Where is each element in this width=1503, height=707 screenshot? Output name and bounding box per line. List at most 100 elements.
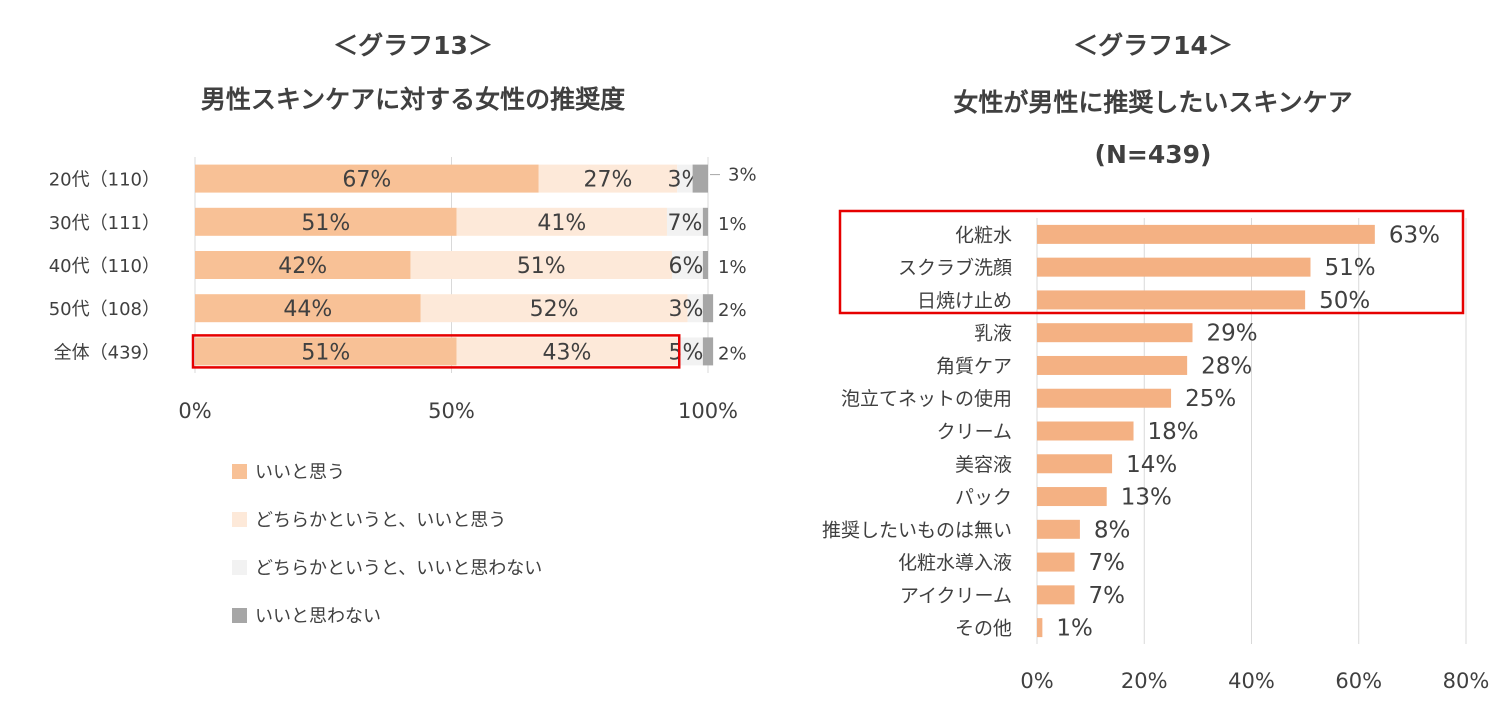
legend-label-agree: いいと思う (255, 462, 345, 483)
chart-14-x-tick-label: 80% (1443, 669, 1490, 693)
chart-13-bar-segment (456, 337, 678, 366)
chart-14-title-tag: ＜グラフ14＞ (1073, 31, 1233, 60)
chart-14-data-label: 8% (1094, 517, 1131, 543)
chart-13-title-tag: ＜グラフ13＞ (333, 31, 493, 60)
chart-14-data-label: 50% (1319, 288, 1370, 314)
chart-14-data-label: 51% (1324, 255, 1375, 281)
chart-14-data-label: 7% (1089, 550, 1126, 576)
chart-14-category-label: クリーム (937, 421, 1012, 443)
chart-13-bar-segment (692, 164, 708, 193)
chart-14-category-label: スクラブ洗顔 (898, 256, 1012, 279)
chart-13-bar-segment (195, 337, 457, 366)
legend-label-somewhat-agree: どちらかというと、いいと思う (255, 510, 507, 531)
chart-13-data-label: 51% (301, 340, 350, 365)
chart-14-category-label: パック (955, 487, 1012, 509)
chart-13-bar-segment (702, 294, 714, 323)
legend-swatch-agree (232, 463, 247, 479)
chart-13-bar-segment (195, 251, 411, 279)
chart-14-x-tick-label: 20% (1121, 669, 1168, 693)
chart-14-category-label: 化粧水導入液 (898, 552, 1012, 574)
chart-14-category-label: 角質ケア (936, 355, 1012, 377)
chart-14-category-label: 推奨したいものは無い (822, 519, 1012, 541)
chart-14-bar (1037, 355, 1188, 375)
chart-14-data-label: 29% (1207, 321, 1258, 347)
chart-13-data-label: 3% (728, 165, 757, 186)
chart-13-data-label: 2% (718, 300, 747, 321)
chart-14-category-label: 乳液 (974, 323, 1012, 345)
chart-13-category-label: 50代（108） (49, 299, 160, 320)
chart-13-x-tick-label: 100% (678, 399, 738, 423)
chart-14-bar (1037, 454, 1113, 474)
chart-14-category-label: 日焼け止め (917, 290, 1012, 312)
chart-14-bar (1037, 257, 1311, 277)
chart-13-bar-segment (538, 164, 678, 193)
chart-13-data-label: 43% (542, 340, 591, 365)
chart-14-bar (1037, 290, 1306, 310)
chart-14-bar (1037, 487, 1107, 507)
chart-14-bar (1037, 618, 1043, 638)
chart-13-bar-segment (195, 207, 457, 236)
legend-label-somewhat-disagree: どちらかというと、いいと思わない (255, 558, 543, 579)
chart-13-bar-segment (410, 251, 673, 279)
chart-13-data-label: 3% (669, 297, 704, 322)
chart-14-data-label: 13% (1121, 485, 1172, 511)
legend-swatch-somewhat-disagree (232, 559, 247, 575)
chart-13-data-label: 42% (278, 254, 327, 279)
chart-14-x-tick-label: 40% (1228, 669, 1275, 693)
chart-13-data-label: 51% (301, 211, 350, 236)
chart-13-category-label: 40代（110） (49, 256, 160, 277)
chart-13-bar-segment (702, 251, 708, 279)
chart-13-x-tick-label: 0% (178, 399, 211, 423)
chart-14-category-label: 美容液 (955, 454, 1012, 476)
chart-14-category-label: アイクリーム (900, 585, 1012, 607)
chart-13-category-label: 30代（111） (49, 213, 160, 234)
chart-14-bar (1037, 388, 1172, 408)
chart-13-data-label: 67% (342, 168, 391, 193)
chart-13-bar-segment (687, 294, 703, 323)
legend-label-disagree: いいと思わない (255, 606, 381, 627)
chart-14-data-label: 1% (1056, 616, 1093, 642)
legend-swatch-disagree (232, 607, 247, 623)
legend-item-agree: いいと思う (232, 458, 345, 484)
chart-14-bar (1037, 519, 1080, 539)
chart-14-highlight-box (838, 209, 1465, 315)
chart-13-bar-segment (195, 164, 539, 193)
chart-13-bar-segment (702, 207, 708, 236)
chart-13-data-label: 41% (537, 211, 586, 236)
chart-14-bar (1037, 323, 1193, 343)
chart-13-bar-segment (195, 294, 421, 323)
chart-14-bar (1037, 585, 1075, 605)
chart-13-bar-segment (672, 251, 703, 279)
chart-14-category-label: 泡立てネットの使用 (841, 388, 1012, 410)
chart-13-data-label: 51% (517, 254, 566, 279)
legend-swatch-somewhat-agree (232, 511, 247, 527)
chart-13-data-label: 5% (669, 340, 704, 365)
chart-13-data-label: 2% (718, 343, 747, 364)
chart-13-bar-segment (666, 207, 703, 236)
chart-14-data-label: 7% (1089, 583, 1126, 609)
chart-14-data-label: 28% (1201, 353, 1252, 379)
chart-13-category-label: 20代（110） (49, 170, 160, 191)
chart-14-x-tick-label: 60% (1335, 669, 1382, 693)
chart-14-subtitle: (N=439) (1094, 140, 1212, 169)
chart-13-bar-segment (702, 337, 714, 366)
legend-item-somewhat-disagree: どちらかというと、いいと思わない (232, 554, 542, 580)
chart-13-bar-segment (677, 337, 703, 366)
chart-14-category-label: その他 (955, 618, 1012, 640)
chart-13-data-label: 44% (283, 297, 332, 322)
chart-14-bar (1037, 552, 1075, 572)
chart-13-data-label: 1% (718, 214, 747, 235)
chart-13-highlight-box (191, 334, 681, 369)
chart-14-title: 女性が男性に推奨したいスキンケア (953, 88, 1353, 117)
chart-14-bar (1037, 224, 1375, 244)
legend-item-somewhat-agree: どちらかというと、いいと思う (232, 506, 506, 532)
chart-13-data-label: 7% (667, 211, 702, 236)
chart-13-bar-segment (456, 207, 667, 236)
chart-14-x-tick-label: 0% (1020, 669, 1053, 693)
chart-13-x-tick-label: 50% (428, 399, 475, 423)
chart-13-data-label: 1% (718, 257, 747, 278)
chart-13-data-label: 6% (669, 254, 704, 279)
chart-13-bar-segment (677, 164, 693, 193)
chart-14-bar (1037, 421, 1134, 441)
